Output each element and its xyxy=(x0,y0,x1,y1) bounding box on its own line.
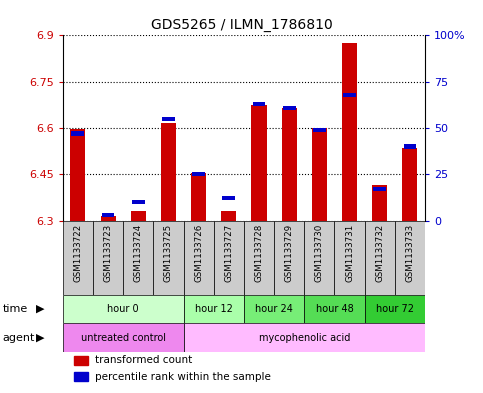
Text: GDS5265 / ILMN_1786810: GDS5265 / ILMN_1786810 xyxy=(151,18,332,32)
Bar xyxy=(274,220,304,295)
Bar xyxy=(184,323,425,352)
Bar xyxy=(131,211,146,220)
Bar xyxy=(372,185,387,220)
Bar xyxy=(162,117,175,121)
Bar xyxy=(342,43,357,220)
Bar xyxy=(221,211,236,220)
Text: GSM1133726: GSM1133726 xyxy=(194,224,203,283)
Bar xyxy=(395,220,425,295)
Bar xyxy=(213,220,244,295)
Text: hour 72: hour 72 xyxy=(376,304,414,314)
Bar xyxy=(222,196,235,200)
Bar xyxy=(244,220,274,295)
Bar xyxy=(343,93,356,97)
Bar xyxy=(100,216,115,220)
Text: GSM1133725: GSM1133725 xyxy=(164,224,173,283)
Text: ▶: ▶ xyxy=(36,304,45,314)
Text: GSM1133722: GSM1133722 xyxy=(73,224,83,283)
Text: GSM1133731: GSM1133731 xyxy=(345,224,354,283)
Bar xyxy=(403,145,416,149)
Text: GSM1133724: GSM1133724 xyxy=(134,224,143,283)
Text: hour 24: hour 24 xyxy=(255,304,293,314)
Bar xyxy=(184,295,244,323)
Bar xyxy=(373,187,386,191)
Bar xyxy=(63,323,184,352)
Text: mycophenolic acid: mycophenolic acid xyxy=(258,333,350,343)
Bar xyxy=(132,200,145,204)
Text: transformed count: transformed count xyxy=(96,355,193,365)
Bar xyxy=(93,220,123,295)
Bar xyxy=(73,356,88,365)
Bar xyxy=(191,173,206,220)
Bar xyxy=(71,130,85,220)
Bar xyxy=(161,123,176,220)
Bar xyxy=(365,295,425,323)
Bar xyxy=(283,106,296,110)
Bar xyxy=(192,172,205,176)
Bar xyxy=(282,108,297,220)
Bar xyxy=(154,220,184,295)
Text: GSM1133727: GSM1133727 xyxy=(224,224,233,283)
Text: agent: agent xyxy=(2,333,35,343)
Bar xyxy=(73,372,88,381)
Bar xyxy=(313,128,326,132)
Bar xyxy=(184,220,213,295)
Bar xyxy=(304,295,365,323)
Bar xyxy=(334,220,365,295)
Text: GSM1133733: GSM1133733 xyxy=(405,224,414,283)
Text: hour 0: hour 0 xyxy=(107,304,139,314)
Text: GSM1133728: GSM1133728 xyxy=(255,224,264,283)
Text: time: time xyxy=(2,304,28,314)
Bar xyxy=(312,128,327,220)
Bar xyxy=(402,148,417,220)
Text: ▶: ▶ xyxy=(36,333,45,343)
Text: percentile rank within the sample: percentile rank within the sample xyxy=(96,371,271,382)
Bar xyxy=(71,132,85,136)
Bar xyxy=(253,102,266,106)
Text: GSM1133729: GSM1133729 xyxy=(284,224,294,283)
Bar xyxy=(101,213,114,217)
Bar xyxy=(365,220,395,295)
Text: GSM1133730: GSM1133730 xyxy=(315,224,324,283)
Bar xyxy=(63,220,93,295)
Text: untreated control: untreated control xyxy=(81,333,166,343)
Text: hour 12: hour 12 xyxy=(195,304,233,314)
Bar xyxy=(252,105,267,220)
Text: GSM1133732: GSM1133732 xyxy=(375,224,384,283)
Text: hour 48: hour 48 xyxy=(315,304,354,314)
Bar xyxy=(304,220,334,295)
Bar xyxy=(244,295,304,323)
Text: GSM1133723: GSM1133723 xyxy=(103,224,113,283)
Bar xyxy=(123,220,154,295)
Bar xyxy=(63,295,184,323)
